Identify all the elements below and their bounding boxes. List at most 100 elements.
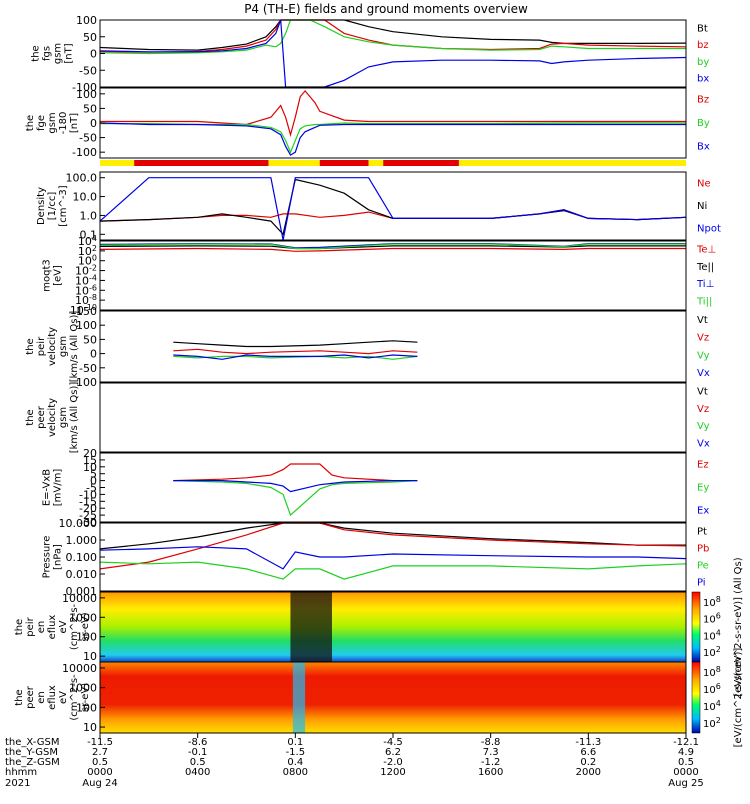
fgs-ytick-label: -100 [72, 81, 97, 94]
density-ylabel: Density [36, 187, 47, 225]
temperature-frame [99, 240, 687, 311]
spectrum-cold-band [292, 662, 306, 733]
fge-series-bz [100, 89, 686, 137]
x-row-value: 7.3 [483, 747, 499, 758]
x-row-value: -1.2 [481, 757, 501, 768]
spectrum-dropout [290, 592, 332, 662]
peir_spectrogram-ytick-label: 1000 [69, 611, 97, 624]
efield-ylabel: [mV/m] [53, 469, 64, 507]
x-axis: the_X-GSM -11.5 -8.6 0.1 -4.5 -8.8 -11.3 -12.1 t… [5, 733, 704, 789]
fge-ylabel: [nT] [69, 113, 80, 133]
temperature-ylabel: [eV] [53, 265, 64, 286]
x-row-value: 0.5 [92, 757, 108, 768]
x-row-label: the_Z-GSM [5, 757, 60, 768]
x-row-value: -11.3 [575, 737, 601, 748]
x-row-value: -8.6 [188, 737, 208, 748]
x-row-value: 6.6 [580, 747, 596, 758]
density-series-npot [99, 177, 687, 241]
temperature-legend-te--: Te|| [696, 262, 714, 273]
peir_spectrogram-ylabel: the [14, 619, 25, 635]
temperature-series-te-- [99, 245, 686, 250]
efield-ytick-label: -10 [79, 488, 97, 501]
pressure-legend-pb: Pb [697, 544, 709, 555]
mode-bar [100, 160, 686, 166]
peir_spectrogram-ylabel: eflux [47, 615, 58, 640]
peir_velocity-ylabel: peir [36, 336, 47, 356]
peir_spectrogram-ytick-label: 100 [76, 631, 97, 644]
peer_velocity-ylabel: the [25, 409, 36, 425]
efield-series-ez [173, 463, 418, 482]
efield-legend-ey: Ey [697, 483, 709, 494]
density-ytick-label: 0.1 [80, 228, 98, 241]
peer_velocity-ylabel: peer [36, 405, 47, 429]
peir_spectrogram-ylabel: (cm^2-s- [69, 603, 80, 650]
peir_velocity-ytick-label: 0 [90, 348, 97, 361]
colorbar-scale [691, 591, 701, 663]
temperature-ytick-label: 104 [78, 234, 97, 248]
peir_velocity-legend-vt: Vt [697, 315, 708, 326]
density-ytick-label: 10.0 [73, 191, 98, 204]
colorbar-tick: 106 [703, 682, 721, 696]
temperature-ytick-label: 10-4 [75, 273, 97, 287]
x-row-label: the_X-GSM [5, 737, 59, 748]
x-row-value: 0000 [87, 767, 112, 778]
peir_spectrogram-ylabel: peir [25, 616, 36, 636]
x-row-value: 0800 [283, 767, 308, 778]
mode-bar-segment [383, 160, 459, 166]
peer_velocity-frame [99, 382, 687, 453]
fgs-ytick-label: 50 [83, 31, 97, 44]
peer_spectrogram-ytick-label: 1000 [69, 682, 97, 695]
peer_spectrogram-ytick-label: 100 [76, 701, 97, 714]
temperature-legend-ti--: Ti|| [696, 296, 712, 307]
panel-density: 100.0 10.0 1.0 0.1 Density [1/cc] [cm^-3] Ne Ni N… [36, 171, 721, 241]
pressure-ytick-label: 0.010 [66, 568, 98, 581]
peer_spectrogram-ylabel: sr-eV) [80, 683, 91, 712]
peer_spectrogram-spectrum [100, 662, 686, 733]
fge-legend-bz: Bz [697, 95, 709, 106]
peer_spectrogram-ylabel: eV [58, 691, 69, 704]
peer_spectrogram-ytick-label: 10000 [62, 662, 97, 675]
mode-bar-segment [319, 160, 369, 166]
x-row-value: -8.8 [481, 737, 501, 748]
peir_velocity-legend-vz: Vz [697, 333, 709, 344]
pressure-legend-pt: Pt [697, 527, 707, 538]
colorbar-bottom: 108 106 104 102 [eV/(cm^2-s-sr-eV)] [691, 648, 744, 747]
fge-ytick-label: 50 [83, 102, 97, 115]
temperature-ytick-label: 10-10 [70, 303, 97, 317]
temperature-ytick-label: 102 [78, 244, 97, 258]
x-row-value: 0.5 [678, 757, 694, 768]
peir_spectrogram-spectrum [100, 592, 686, 662]
peer_spectrogram-ytick-label: 10 [83, 721, 97, 734]
fgs-legend-by: by [697, 57, 709, 68]
temperature-legend-te-: Te⊥ [696, 245, 716, 256]
efield-legend-ez: Ez [697, 460, 709, 471]
efield-frame [99, 452, 687, 523]
x-row-value: 1600 [478, 767, 503, 778]
peir_spectrogram-ylabel: eV [58, 620, 69, 633]
temperature-series-te- [99, 247, 686, 252]
efield-ytick-label: -15 [79, 495, 97, 508]
peer_spectrogram-ylabel: (cm^2-s- [69, 674, 80, 721]
x-row-label: hhmm [5, 767, 37, 778]
colorbar-tick: 102 [703, 716, 721, 730]
efield-ytick-label: 5 [90, 468, 97, 481]
x-row-value: 0000 [673, 767, 698, 778]
x-end-date: Aug 25 [668, 778, 703, 789]
efield-legend-ex: Ex [697, 506, 709, 517]
fgs-series-bz [99, 19, 687, 53]
figure-title: P4 (TH-E) fields and ground moments over… [244, 2, 528, 16]
x-row-value: -2.0 [383, 757, 403, 768]
density-ytick-label: 100.0 [66, 172, 98, 185]
peer_spectrogram-ylabel: en [36, 691, 47, 704]
x-row-value: 0400 [185, 767, 210, 778]
peir_velocity-frame [99, 310, 687, 383]
fge-ylabel: gsm [47, 112, 58, 133]
pressure-legend-pi: Pi [697, 578, 706, 589]
fge-ytick-label: 100 [76, 88, 97, 101]
temperature-ytick-label: 100 [78, 254, 97, 268]
